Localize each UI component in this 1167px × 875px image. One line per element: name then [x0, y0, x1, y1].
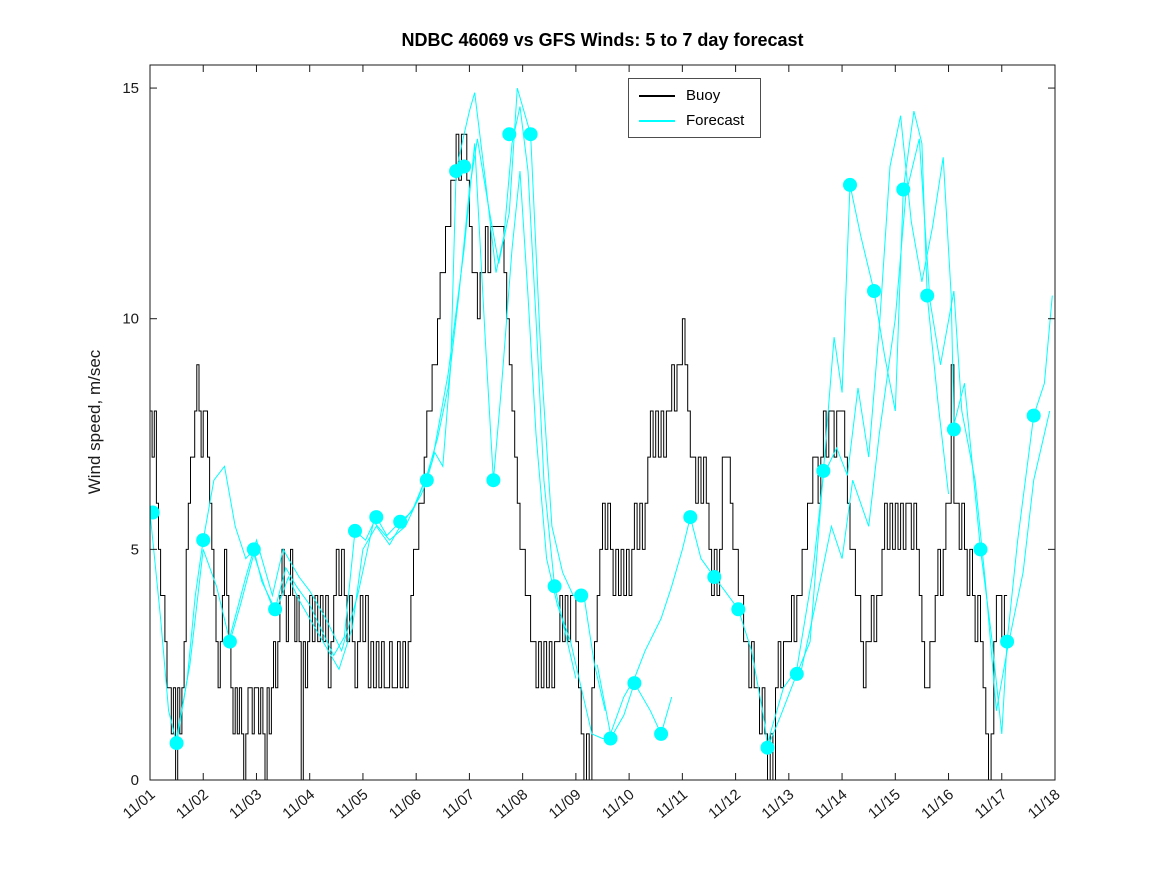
- forecast-marker: [196, 533, 211, 548]
- forecast-marker: [896, 182, 911, 197]
- forecast-line-1: [150, 92, 577, 744]
- forecast-marker: [393, 514, 408, 529]
- x-tick-label: 11/18: [1025, 786, 1064, 822]
- forecast-line-3: [229, 143, 673, 739]
- series-group: [150, 87, 1053, 780]
- chart-title: NDBC 46069 vs GFS Winds: 5 to 7 day fore…: [401, 30, 804, 50]
- x-tick-label: 11/12: [705, 786, 744, 822]
- legend-label-forecast: Forecast: [686, 112, 745, 129]
- x-tick-label: 11/09: [546, 786, 585, 822]
- forecast-marker: [419, 473, 434, 488]
- forecast-marker: [348, 523, 362, 538]
- y-tick-label: 0: [131, 772, 139, 789]
- y-tick-label: 5: [131, 541, 139, 558]
- buoy-line-swatch: [639, 94, 675, 97]
- forecast-line-4: [596, 110, 949, 748]
- forecast-marker: [574, 588, 589, 603]
- forecast-marker: [486, 473, 501, 488]
- x-tick-label: 11/05: [333, 786, 372, 822]
- x-tick-label: 11/03: [226, 786, 265, 822]
- forecast-marker: [603, 731, 618, 746]
- forecast-marker: [1026, 408, 1041, 423]
- forecast-marker: [867, 284, 881, 298]
- buoy-line: [150, 133, 1008, 780]
- x-tick-label: 11/06: [386, 786, 425, 822]
- y-tick-label: 10: [122, 311, 139, 328]
- x-tick-label: 11/11: [653, 786, 691, 822]
- forecast-marker: [816, 463, 831, 478]
- x-tick-label: 11/13: [759, 786, 798, 822]
- forecast-marker: [843, 177, 857, 192]
- x-tick-label: 11/15: [865, 786, 904, 822]
- forecast-marker: [731, 602, 746, 617]
- legend: Buoy Forecast: [628, 78, 762, 138]
- forecast-marker: [973, 542, 988, 557]
- forecast-marker: [946, 422, 961, 437]
- forecast-marker: [523, 127, 538, 142]
- x-tick-label: 11/02: [173, 786, 212, 822]
- forecast-marker: [760, 740, 775, 755]
- forecast-marker: [222, 634, 237, 649]
- legend-item-forecast: Forecast: [639, 112, 744, 129]
- x-tick-label: 11/01: [120, 786, 159, 822]
- forecast-line-2: [176, 87, 606, 739]
- forecast-marker: [707, 570, 722, 584]
- forecast-marker: [169, 736, 184, 751]
- forecast-marker: [654, 726, 669, 741]
- forecast-marker: [1000, 634, 1015, 649]
- x-tick-label: 11/08: [492, 786, 531, 822]
- legend-item-buoy: Buoy: [639, 87, 744, 104]
- forecast-marker: [627, 676, 642, 691]
- forecast-marker: [369, 510, 384, 525]
- forecast-marker: [789, 666, 804, 681]
- x-tick-label: 11/10: [599, 786, 638, 822]
- x-tick-label: 11/14: [812, 786, 851, 822]
- x-tick-label: 11/04: [279, 786, 318, 822]
- y-tick-label: 15: [122, 80, 139, 97]
- forecast-marker: [268, 602, 283, 617]
- forecast-line-5: [767, 115, 1053, 744]
- forecast-marker: [502, 127, 517, 142]
- forecast-marker: [920, 288, 935, 303]
- forecast-marker: [683, 510, 698, 525]
- forecast-marker: [150, 505, 160, 520]
- axes-box: [149, 64, 1056, 781]
- forecast-marker: [457, 159, 472, 174]
- x-tick-label: 11/16: [918, 786, 957, 822]
- forecast-line-swatch: [639, 119, 675, 122]
- forecast-marker: [547, 579, 562, 594]
- x-tick-label: 11/17: [971, 786, 1010, 822]
- x-tick-label: 11/07: [439, 786, 478, 822]
- legend-label-buoy: Buoy: [686, 87, 721, 104]
- forecast-marker: [246, 542, 261, 557]
